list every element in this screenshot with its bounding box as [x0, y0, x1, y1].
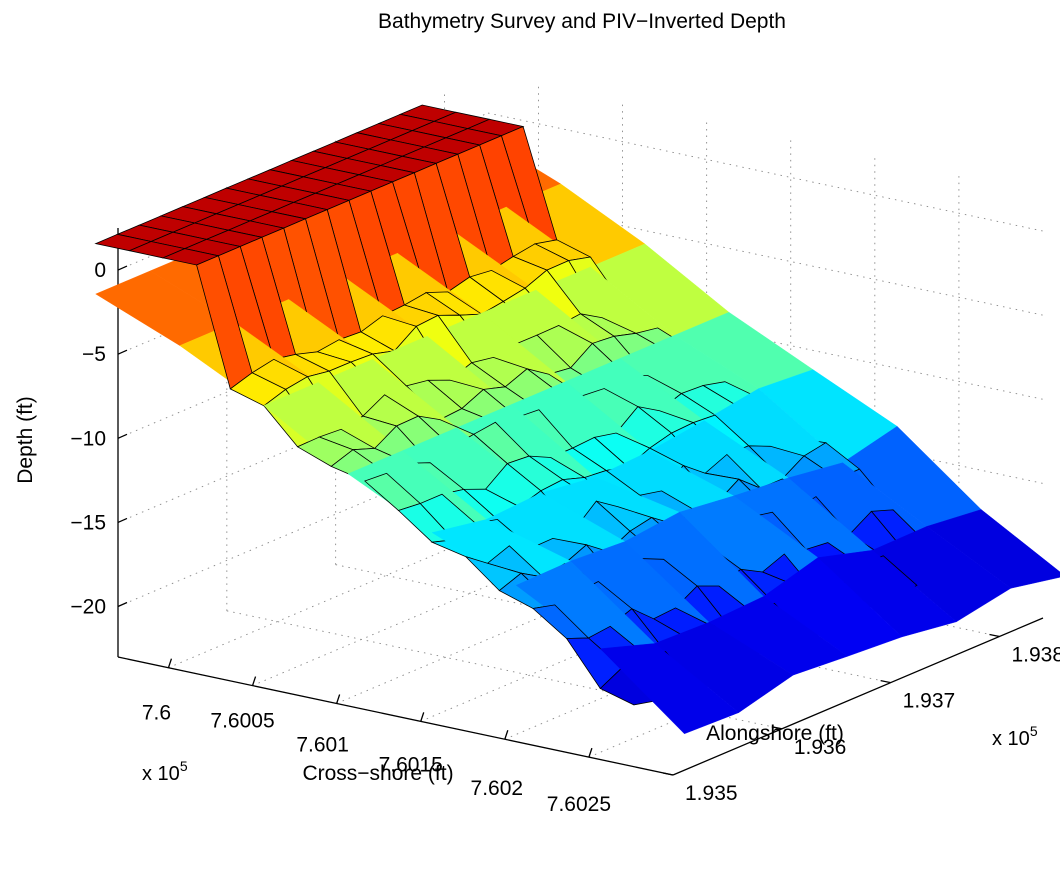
x-tick-label: 7.6015	[379, 753, 443, 776]
chart-title: Bathymetry Survey and PIV−Inverted Depth	[378, 10, 786, 33]
y-tick-label: 1.935	[685, 782, 738, 805]
x-tick	[588, 747, 593, 758]
x-tick-label: 7.6025	[547, 793, 611, 816]
z-tick-label: −10	[70, 427, 106, 450]
z-tick	[117, 349, 128, 355]
x-tick-label: 7.601	[296, 733, 349, 756]
y-axis-line	[672, 617, 1044, 776]
x-tick-label: 7.6	[142, 702, 171, 725]
y-tick-label: 1.936	[794, 736, 847, 759]
x-tick	[251, 676, 257, 686]
z-tick-label: −20	[70, 596, 106, 619]
y-tick	[662, 772, 674, 776]
z-axis-label: Depth (ft)	[14, 396, 37, 484]
z-tick	[117, 601, 128, 608]
z-tick	[117, 265, 128, 271]
x-tick	[504, 730, 509, 740]
axis-layer: 0 −5 −10 −15 −20 7.6 7.6005 7.601 7.6015 7.602 7.6…	[70, 228, 1060, 816]
y-tick	[989, 633, 1000, 638]
y-axis-label: Alongshore (ft)	[706, 722, 844, 745]
z-tick-label: −15	[70, 511, 106, 534]
surface-layer	[94, 104, 1060, 735]
x-axis-line	[117, 656, 674, 776]
x-tick	[167, 658, 173, 668]
y-tick-label: 1.938	[1011, 643, 1060, 666]
piv-surface-face	[599, 643, 740, 735]
x-tick	[420, 712, 425, 722]
x-multiplier: x 105	[142, 758, 188, 785]
z-tick-label: −5	[82, 343, 106, 366]
y-tick-label: 1.937	[903, 690, 956, 713]
y-multiplier: x 105	[992, 723, 1038, 750]
z-tick	[117, 517, 128, 524]
x-axis-label: Cross−shore (ft)	[302, 762, 453, 785]
y-tick	[880, 680, 891, 684]
x-tick	[336, 694, 341, 704]
x-tick-label: 7.602	[471, 777, 524, 800]
x-tick-label: 7.6005	[210, 710, 274, 733]
y-tick	[771, 726, 782, 730]
z-tick	[117, 433, 128, 439]
z-tick-label: 0	[94, 259, 106, 282]
